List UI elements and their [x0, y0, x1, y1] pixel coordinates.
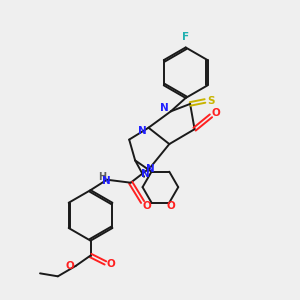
Text: O: O: [66, 261, 75, 271]
Text: O: O: [212, 108, 221, 118]
Text: N: N: [141, 169, 150, 179]
Text: O: O: [107, 260, 116, 269]
Text: S: S: [207, 96, 215, 106]
Text: H: H: [98, 172, 106, 182]
Text: O: O: [143, 202, 152, 212]
Text: F: F: [182, 32, 189, 42]
Text: N: N: [146, 164, 154, 174]
Text: O: O: [167, 201, 175, 211]
Text: N: N: [160, 103, 169, 113]
Text: N: N: [138, 126, 146, 136]
Text: N: N: [102, 176, 111, 186]
